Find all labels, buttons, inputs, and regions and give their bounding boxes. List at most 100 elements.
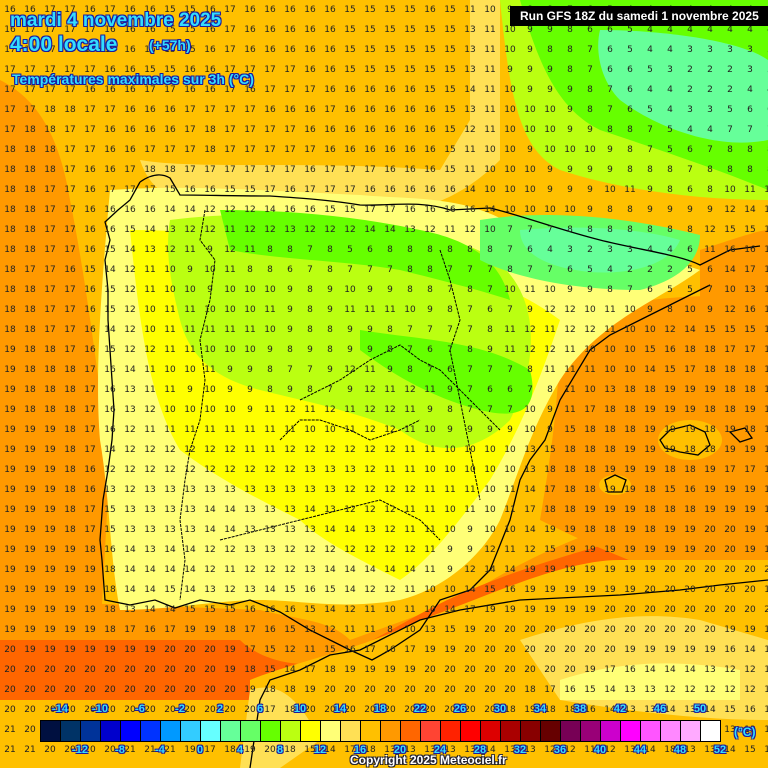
grid-value: 16 [124,85,136,95]
grid-value: 16 [764,325,768,335]
grid-value: 20 [164,685,176,695]
grid-value: 6 [707,265,713,275]
grid-value: 8 [407,285,413,295]
grid-value: 17 [284,125,296,135]
grid-value: 19 [44,625,56,635]
grid-value: 8 [267,265,273,275]
grid-value: 11 [564,385,576,395]
grid-value: 17 [84,385,96,395]
grid-value: 19 [4,485,16,495]
grid-value: 21 [144,745,156,755]
colorbar-tick-top: 6 [256,703,264,715]
grid-value: 16 [104,85,116,95]
grid-value: 19 [644,465,656,475]
grid-value: 14 [164,205,176,215]
grid-value: 10 [484,465,496,475]
grid-value: 18 [24,325,36,335]
grid-value: 15 [704,325,716,335]
grid-value: 20 [764,565,768,575]
grid-value: 8 [647,225,653,235]
grid-value: 19 [644,545,656,555]
grid-value: 19 [544,605,556,615]
grid-value: 2 [687,85,693,95]
grid-value: 18 [284,685,296,695]
grid-value: 8 [267,365,273,375]
grid-value: 15 [224,185,236,195]
grid-value: 9 [587,125,593,135]
grid-value: 13 [404,225,416,235]
colorbar-swatch [181,721,201,741]
grid-value: 19 [584,505,596,515]
grid-value: 11 [484,85,496,95]
colorbar-swatch [421,721,441,741]
grid-value: 8 [687,225,693,235]
grid-value: 17 [224,165,236,175]
grid-value: 15 [404,65,416,75]
grid-value: 16 [404,125,416,135]
grid-value: 13 [124,525,136,535]
grid-value: 19 [384,665,396,675]
grid-value: 8 [747,145,753,155]
grid-value: 9 [647,205,653,215]
grid-value: 19 [744,405,756,415]
grid-value: 13 [464,45,476,55]
grid-value: 19 [744,625,756,635]
grid-value: 13 [384,745,396,755]
grid-value: 9 [707,205,713,215]
grid-value: 11 [564,365,576,375]
grid-value: 20 [504,685,516,695]
grid-value: 12 [204,545,216,555]
grid-value: 7 [347,265,353,275]
colorbar-swatch [541,721,561,741]
grid-value: 11 [384,305,396,315]
grid-value: 14 [124,365,136,375]
grid-value: 16 [284,605,296,615]
grid-value: 20 [484,685,496,695]
grid-value: 19 [644,645,656,655]
grid-value: 10 [684,305,696,315]
grid-value: 13 [704,745,716,755]
grid-value: 13 [204,585,216,595]
grid-value: 20 [144,705,156,715]
grid-value: 7 [467,265,473,275]
colorbar-swatch [481,721,501,741]
grid-value: 12 [764,665,768,675]
grid-value: 12 [664,325,676,335]
grid-value: 9 [327,365,333,375]
grid-value: 8 [647,165,653,175]
grid-value: 16 [264,25,276,35]
grid-value: 13 [744,725,756,735]
grid-value: 17 [764,425,768,435]
grid-value: 20 [624,605,636,615]
grid-value: 4 [687,125,693,135]
grid-value: 17 [384,205,396,215]
grid-value: 8 [387,625,393,635]
grid-value: 11 [364,605,376,615]
grid-value: 12 [304,445,316,455]
grid-value: 10 [324,425,336,435]
grid-value: 9 [287,385,293,395]
grid-value: 19 [44,525,56,535]
grid-value: 18 [64,465,76,475]
grid-value: 8 [427,285,433,295]
grid-value: 12 [724,305,736,315]
grid-value: 16 [324,45,336,55]
grid-value: 10 [484,225,496,235]
grid-value: 18 [264,685,276,695]
colorbar-tick-bottom: 40 [593,744,607,756]
grid-value: 11 [404,445,416,455]
grid-value: 18 [44,165,56,175]
grid-value: 17 [224,145,236,155]
grid-value: 8 [427,265,433,275]
grid-value: 16 [404,185,416,195]
colorbar-swatch [441,721,461,741]
grid-value: 12 [124,425,136,435]
grid-value: 17 [44,65,56,75]
grid-value: 12 [564,745,576,755]
grid-value: 5 [627,25,633,35]
grid-value: 16 [104,65,116,75]
grid-value: 20 [724,545,736,555]
colorbar-swatch [661,721,681,741]
grid-value: 12 [144,345,156,355]
